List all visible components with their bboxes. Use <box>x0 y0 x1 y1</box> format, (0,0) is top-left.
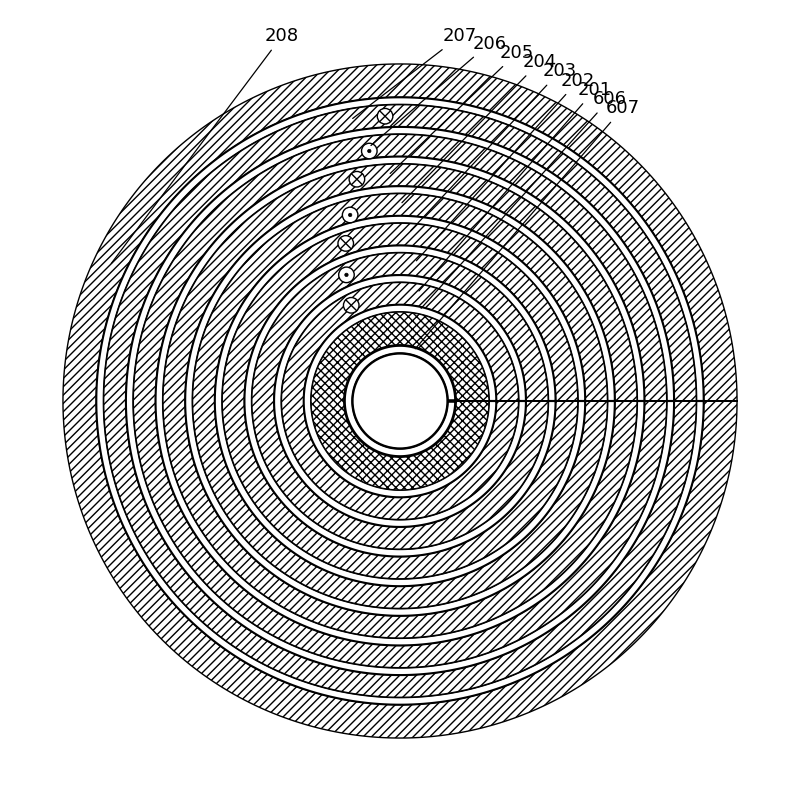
Text: 205: 205 <box>390 44 534 173</box>
Circle shape <box>338 267 354 282</box>
Text: 206: 206 <box>371 34 506 145</box>
Polygon shape <box>245 245 555 557</box>
Circle shape <box>343 298 359 313</box>
Circle shape <box>349 213 352 217</box>
Polygon shape <box>252 253 548 549</box>
Polygon shape <box>222 223 578 579</box>
Circle shape <box>367 149 371 152</box>
Polygon shape <box>274 275 526 527</box>
Polygon shape <box>185 186 615 616</box>
Polygon shape <box>282 282 518 520</box>
Polygon shape <box>304 305 496 497</box>
Text: 607: 607 <box>415 99 640 349</box>
Polygon shape <box>126 127 674 675</box>
Text: 201: 201 <box>419 81 612 291</box>
Circle shape <box>345 273 348 277</box>
Circle shape <box>353 354 447 448</box>
Polygon shape <box>215 216 585 586</box>
Polygon shape <box>104 105 696 697</box>
Text: 204: 204 <box>402 53 557 203</box>
Polygon shape <box>163 164 637 638</box>
Circle shape <box>349 172 365 187</box>
Text: 202: 202 <box>416 71 595 261</box>
Text: 606: 606 <box>421 90 626 308</box>
Polygon shape <box>345 346 455 456</box>
Polygon shape <box>96 97 704 705</box>
Polygon shape <box>155 156 645 646</box>
Circle shape <box>378 108 393 124</box>
Text: 203: 203 <box>410 63 577 231</box>
Circle shape <box>342 207 358 223</box>
Circle shape <box>362 144 377 159</box>
Polygon shape <box>134 134 666 668</box>
Text: 207: 207 <box>353 27 477 119</box>
Circle shape <box>338 236 354 251</box>
Text: 208: 208 <box>111 27 299 263</box>
Polygon shape <box>193 193 607 609</box>
Polygon shape <box>63 64 737 738</box>
Polygon shape <box>311 312 489 490</box>
